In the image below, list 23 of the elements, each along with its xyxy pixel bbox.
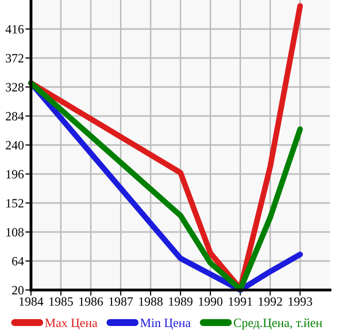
y-tick-label: 20	[12, 286, 24, 294]
legend-label: Max Цена	[45, 318, 98, 330]
y-tick-label: 372	[6, 54, 24, 62]
x-tick-label: 1991	[228, 297, 252, 306]
x-tick-label: 1984	[20, 297, 44, 306]
y-tick-label: 416	[6, 25, 24, 34]
legend-label: Сред.Цена, т.йен	[234, 318, 322, 330]
y-tick-label: 108	[6, 228, 24, 236]
legend-label: Min Цена	[140, 318, 191, 330]
y-tick-label: 196	[6, 170, 24, 178]
y-tick-label: 64	[12, 257, 24, 266]
x-tick-label: 1992	[258, 297, 282, 306]
x-tick-label: 1987	[109, 297, 133, 306]
y-tick-label: 152	[6, 199, 24, 208]
x-tick-label: 1993	[288, 297, 312, 306]
x-tick-label: 1989	[169, 297, 192, 306]
x-tick-label: 1986	[79, 297, 103, 306]
y-tick-label: 284	[6, 112, 24, 120]
x-tick-label: 1985	[50, 297, 73, 306]
y-tick-label: 240	[6, 141, 24, 150]
x-tick-label: 1990	[199, 297, 222, 306]
y-tick-label: 328	[6, 83, 24, 92]
x-tick-label: 1988	[139, 297, 163, 306]
